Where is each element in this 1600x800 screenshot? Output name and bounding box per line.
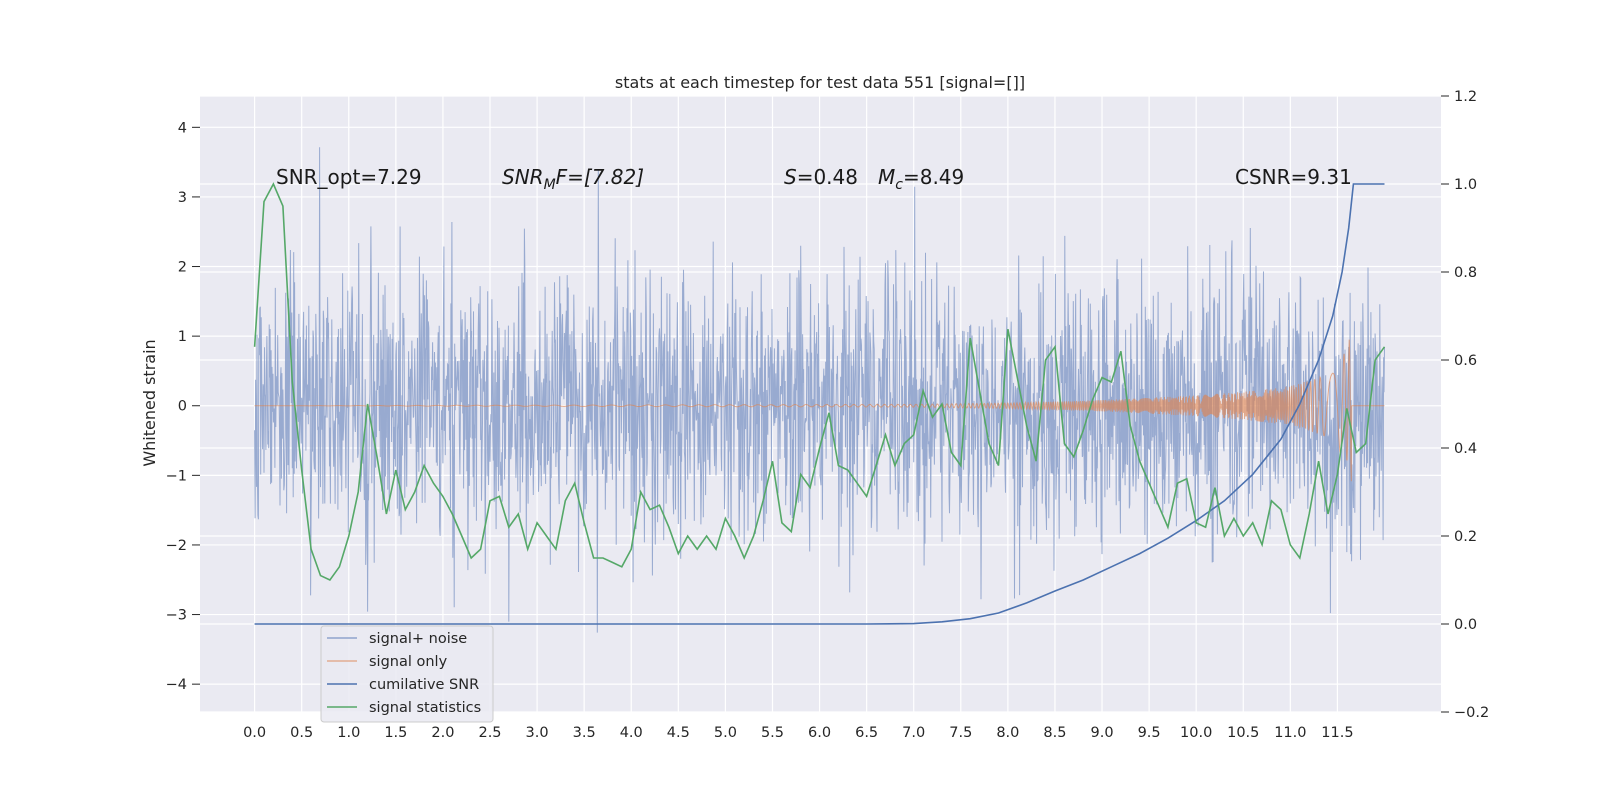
x-tick-label: 3.0 xyxy=(526,725,549,741)
x-tick-label: 9.5 xyxy=(1138,725,1161,741)
x-tick-label: 5.5 xyxy=(761,725,784,741)
x-tick-label: 1.5 xyxy=(384,725,407,741)
x-tick-label: 10.0 xyxy=(1180,725,1212,741)
x-tick-label: 8.5 xyxy=(1043,725,1066,741)
signal-line xyxy=(254,339,1385,482)
x-tick-label: 0.5 xyxy=(290,725,313,741)
x-tick-label: 4.0 xyxy=(620,725,643,741)
annotation-snr-mf: SNRMF=[7.82] xyxy=(502,165,644,193)
annotation-s: S=0.48 xyxy=(784,165,858,189)
x-tick-label: 10.5 xyxy=(1227,725,1259,741)
series-signal-noise xyxy=(254,147,1385,633)
x-axis: 0.0 0.5 1.0 1.5 2.0 2.5 3.0 3.5 4.0 4.5 5.0 5.5 6.0 6… xyxy=(243,725,1353,741)
y2-tick-label: 0.6 xyxy=(1454,353,1477,369)
grid xyxy=(200,95,1441,713)
y-tick-label: −4 xyxy=(166,677,187,693)
legend-label-cumulative-snr: cumilative SNR xyxy=(369,677,479,693)
series-cumulative-snr xyxy=(254,183,1385,625)
x-tick-label: 2.0 xyxy=(431,725,454,741)
y2-tick-label: 1.2 xyxy=(1454,89,1477,105)
y2-tick-label: 0.8 xyxy=(1454,265,1477,281)
y-tick-label: 0 xyxy=(178,399,187,415)
x-tick-label: 6.5 xyxy=(855,725,878,741)
y2-tick-label: 1.0 xyxy=(1454,177,1477,193)
y2-tick-label: −0.2 xyxy=(1454,705,1489,721)
y2-axis: 1.2 1.0 0.8 0.6 0.4 0.2 0.0 −0.2 xyxy=(1441,89,1489,721)
x-tick-label: 7.5 xyxy=(949,725,972,741)
x-tick-label: 11.5 xyxy=(1321,725,1353,741)
x-tick-label: 1.0 xyxy=(337,725,360,741)
x-tick-label: 6.0 xyxy=(808,725,831,741)
series-signal-only xyxy=(254,339,1385,482)
y-tick-label: 4 xyxy=(178,120,187,136)
legend-label-signal-only: signal only xyxy=(369,654,448,670)
x-tick-label: 0.0 xyxy=(243,725,266,741)
y-tick-label: −1 xyxy=(166,468,187,484)
cumulative-snr-line xyxy=(254,183,1385,625)
x-tick-label: 3.5 xyxy=(573,725,596,741)
annotation-mc: Mc=8.49 xyxy=(878,165,964,193)
y-tick-label: 3 xyxy=(178,190,187,206)
chart-title: stats at each timestep for test data 551… xyxy=(615,73,1025,92)
y-tick-label: −2 xyxy=(166,538,187,554)
y-axis-label: Whitened strain xyxy=(140,339,159,466)
y-tick-label: 1 xyxy=(178,329,187,345)
series-signal-statistics xyxy=(253,182,1386,582)
legend-label-signal-statistics: signal statistics xyxy=(369,700,481,716)
y2-tick-label: 0.2 xyxy=(1454,529,1477,545)
x-tick-label: 4.5 xyxy=(667,725,690,741)
x-tick-label: 5.0 xyxy=(714,725,737,741)
annotation-csnr: CSNR=9.31 xyxy=(1235,165,1352,189)
x-tick-label: 7.0 xyxy=(902,725,925,741)
legend: signal+ noise signal only cumilative SNR… xyxy=(320,625,494,723)
legend-box xyxy=(320,625,494,723)
x-tick-label: 9.0 xyxy=(1091,725,1114,741)
annotation-snr-opt: SNR_opt=7.29 xyxy=(276,165,422,189)
y-axis: 4 3 2 1 0 −1 −2 −3 −4 xyxy=(166,120,200,693)
y2-tick-label: 0.4 xyxy=(1454,441,1477,457)
noise-line xyxy=(254,147,1385,633)
x-tick-label: 8.0 xyxy=(996,725,1019,741)
x-tick-label: 11.0 xyxy=(1274,725,1306,741)
legend-label-signal-noise: signal+ noise xyxy=(369,631,467,647)
x-tick-label: 2.5 xyxy=(478,725,501,741)
y-tick-label: −3 xyxy=(166,608,187,624)
y-tick-label: 2 xyxy=(178,260,187,276)
y2-tick-label: 0.0 xyxy=(1454,617,1477,633)
signal-statistics-line xyxy=(253,182,1386,582)
